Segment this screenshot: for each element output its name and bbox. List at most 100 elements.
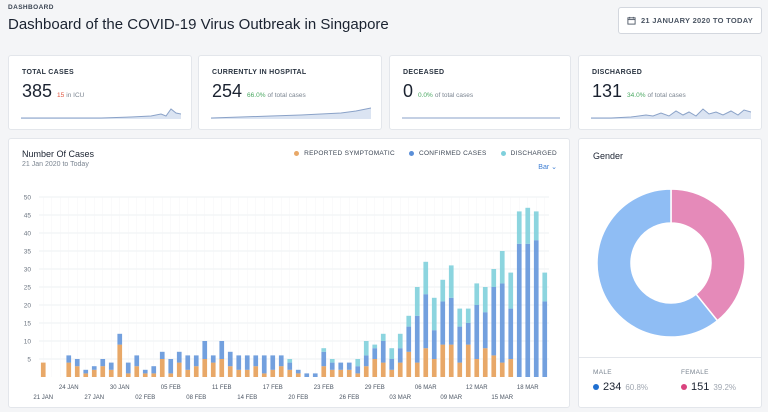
bar-segment-confirmed-cases: [168, 359, 174, 374]
bar-segment-confirmed-cases: [491, 287, 497, 356]
legend-dot: [500, 151, 506, 156]
bar-segment-confirmed-cases: [363, 355, 369, 367]
bar-segment-discharged: [516, 211, 522, 244]
legend-dot: [408, 151, 414, 156]
x-tick-label: 26 FEB: [339, 395, 359, 401]
bar-segment-confirmed-cases: [482, 312, 488, 349]
bar-segment-reported-symptomatic: [423, 348, 429, 377]
male-value: 234: [603, 381, 622, 393]
bar-segment-reported-symptomatic: [372, 359, 378, 377]
bar-segment-reported-symptomatic: [482, 348, 488, 377]
x-tick-label: 03 MAR: [389, 395, 411, 401]
chart-type-selector[interactable]: Bar ⌄: [538, 164, 557, 171]
y-tick-label: 50: [24, 195, 32, 202]
bar-segment-confirmed-cases: [193, 355, 199, 367]
bar-segment-confirmed-cases: [474, 305, 480, 359]
donut-slice-female: [670, 188, 746, 322]
y-tick-label: 25: [24, 285, 32, 292]
x-tick-label: 15 MAR: [491, 395, 513, 401]
bar-segment-confirmed-cases: [372, 348, 378, 359]
bar-segment-confirmed-cases: [414, 315, 420, 363]
bar-segment-confirmed-cases: [397, 348, 403, 363]
bar-segment-reported-symptomatic: [244, 369, 250, 377]
male-label: MALE: [593, 369, 612, 376]
bar-segment-confirmed-cases: [355, 366, 361, 374]
bar-segment-reported-symptomatic: [66, 362, 72, 377]
bar-segment-discharged: [457, 308, 463, 327]
male-dot: [593, 384, 599, 390]
bar-segment-confirmed-cases: [236, 355, 242, 370]
bar-segment-confirmed-cases: [74, 359, 80, 367]
gender-card: Gender MALE 234 60.8% FEMALE 151 39.2%: [578, 138, 762, 408]
date-range-label: 21 JANUARY 2020 TO TODAY: [640, 16, 754, 25]
bar-segment-confirmed-cases: [440, 301, 446, 345]
x-tick-label: 27 JAN: [84, 395, 104, 401]
stat-label: DECEASED: [403, 69, 445, 76]
bar-segment-reported-symptomatic: [151, 373, 157, 377]
female-dot: [681, 384, 687, 390]
legend-item[interactable]: REPORTED SYMPTOMATIC: [294, 150, 395, 157]
bar-segment-confirmed-cases: [125, 362, 131, 374]
bar-segment-reported-symptomatic: [134, 366, 140, 377]
bar-segment-discharged: [329, 359, 335, 363]
stat-label: TOTAL CASES: [22, 69, 74, 76]
bar-segment-reported-symptomatic: [355, 373, 361, 377]
bar-segment-reported-symptomatic: [219, 359, 225, 377]
cases-bar-chart: 5 10 15 20 25 30 35 40 45 50 24 JAN 30 JAN 05 FEB 11 …: [24, 195, 549, 401]
x-tick-label: 05 FEB: [161, 385, 181, 391]
stat-value: 131: [592, 81, 623, 101]
dashboard-kicker: DASHBOARD: [8, 4, 54, 11]
gender-donut-chart: [596, 188, 746, 338]
bar-segment-reported-symptomatic: [176, 362, 182, 377]
x-tick-label: 11 FEB: [212, 385, 232, 391]
bar-segment-reported-symptomatic: [338, 369, 344, 377]
female-pct: 39.2%: [713, 383, 737, 392]
female-value: 151: [691, 381, 710, 393]
y-tick-label: 30: [24, 267, 32, 274]
divider: [579, 357, 761, 358]
chart-title: Number Of Cases: [22, 149, 95, 159]
bar-segment-reported-symptomatic: [329, 369, 335, 377]
bar-segment-confirmed-cases: [389, 359, 395, 370]
bar-segment-confirmed-cases: [406, 326, 412, 352]
page-title: Dashboard of the COVID-19 Virus Outbreak…: [8, 16, 389, 33]
bar-segment-reported-symptomatic: [440, 344, 446, 377]
bar-segment-confirmed-cases: [159, 351, 165, 359]
bar-segment-confirmed-cases: [83, 369, 89, 374]
stat-sub: 15 in ICU: [57, 92, 85, 99]
bar-segment-reported-symptomatic: [210, 362, 216, 377]
bar-segment-reported-symptomatic: [321, 366, 327, 377]
bar-segment-confirmed-cases: [465, 323, 471, 345]
bar-segment-discharged: [508, 272, 514, 309]
bar-segment-confirmed-cases: [117, 333, 123, 345]
x-tick-label: 08 FEB: [186, 395, 206, 401]
bar-segment-reported-symptomatic: [270, 369, 276, 377]
bar-segment-discharged: [499, 251, 505, 284]
bar-segment-reported-symptomatic: [117, 344, 123, 377]
date-range-button[interactable]: 21 JANUARY 2020 TO TODAY: [618, 7, 762, 34]
y-tick-label: 10: [24, 339, 32, 346]
stat-value: 254: [212, 81, 243, 101]
legend-item[interactable]: CONFIRMED CASES: [408, 150, 487, 157]
bar-segment-confirmed-cases: [346, 362, 352, 370]
bar-segment-reported-symptomatic: [491, 355, 497, 377]
bar-segment-reported-symptomatic: [448, 344, 454, 377]
stat-card-discharged: DISCHARGED 131 34.0% of total cases: [578, 55, 762, 130]
legend-item[interactable]: DISCHARGED: [500, 150, 557, 157]
bar-segment-confirmed-cases: [295, 369, 301, 374]
bar-segment-reported-symptomatic: [202, 359, 208, 377]
bar-segment-reported-symptomatic: [159, 359, 165, 377]
stat-card-hospital: CURRENTLY IN HOSPITAL 254 66.0% of total …: [198, 55, 382, 130]
bar-segment-reported-symptomatic: [474, 359, 480, 377]
bar-segment-discharged: [363, 341, 369, 356]
x-tick-label: 30 JAN: [110, 385, 130, 391]
x-tick-label: 17 FEB: [263, 385, 283, 391]
bar-segment-reported-symptomatic: [125, 373, 131, 377]
bar-segment-reported-symptomatic: [278, 366, 284, 377]
bar-segment-reported-symptomatic: [142, 373, 148, 377]
bar-segment-discharged: [397, 333, 403, 349]
x-tick-label: 06 MAR: [415, 385, 437, 391]
bar-segment-confirmed-cases: [380, 341, 386, 363]
bar-segment-confirmed-cases: [185, 355, 191, 370]
x-tick-label: 21 JAN: [33, 395, 53, 401]
